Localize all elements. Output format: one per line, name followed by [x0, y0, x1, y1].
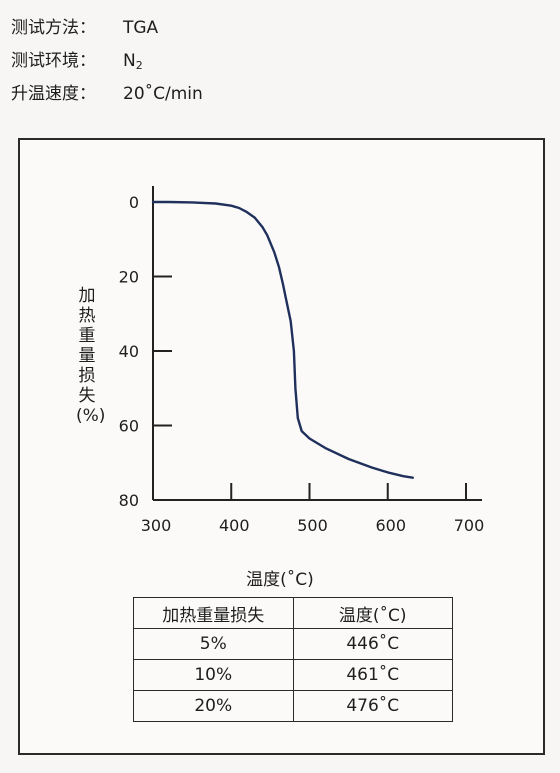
table-row: 5% 446˚C [133, 628, 453, 660]
test-method-row: 测试方法： TGA [11, 14, 203, 47]
y-axis-label-char: 失 [78, 386, 96, 406]
tga-curve [151, 200, 414, 479]
table-cell-weight-loss: 20% [133, 690, 294, 722]
y-tick-label: 40 [119, 342, 139, 361]
test-conditions: 测试方法： TGA 测试环境： N2 升温速度： 20˚C/min [11, 14, 203, 113]
table-cell-weight-loss: 5% [133, 628, 294, 660]
table-header-weight-loss: 加热重量损失 [133, 597, 294, 629]
x-tick-label: 600 [375, 516, 406, 535]
table-header-row: 加热重量损失 温度(˚C) [133, 597, 453, 629]
y-tick-label: 0 [129, 193, 139, 212]
test-atmosphere-row: 测试环境： N2 [11, 47, 203, 80]
heating-rate-row: 升温速度： 20˚C/min [11, 80, 203, 113]
y-axis-label-char: 量 [78, 346, 96, 366]
y-tick-label: 80 [119, 491, 139, 510]
table-header-temperature: 温度(˚C) [292, 597, 453, 629]
table-cell-temperature: 446˚C [292, 628, 453, 660]
weight-loss-table: 加热重量损失 温度(˚C) 5% 446˚C 10% 461˚C 20% 476… [133, 597, 453, 722]
table-cell-temperature: 476˚C [292, 690, 453, 722]
y-axis-label-char: 损 [78, 366, 96, 386]
x-tick-label: 300 [141, 516, 172, 535]
y-axis-label: 加热重量损失 (%) [76, 286, 106, 426]
y-axis-label-char: (%) [76, 406, 106, 426]
test-method-value: TGA [123, 18, 159, 38]
y-tick-label: 20 [119, 268, 139, 287]
table-cell-temperature: 461˚C [292, 659, 453, 691]
x-axis-label: 温度(˚C) [246, 570, 314, 590]
y-axis-label-char: 重 [78, 326, 96, 346]
y-axis-label-char: 热 [78, 306, 96, 326]
x-tick-label: 400 [219, 516, 250, 535]
heating-rate-value: 20˚C/min [123, 84, 203, 104]
table-cell-weight-loss: 10% [133, 659, 294, 691]
table-row: 20% 476˚C [133, 690, 453, 722]
y-tick-label: 60 [119, 417, 139, 436]
x-tick-label: 700 [454, 516, 485, 535]
heating-rate-label: 升温速度： [11, 84, 96, 104]
test-method-label: 测试方法： [11, 18, 96, 38]
test-atmosphere-value: N2 [123, 51, 143, 72]
x-tick-label: 500 [297, 516, 328, 535]
test-atmosphere-label: 测试环境： [11, 51, 96, 71]
table-row: 10% 461˚C [133, 659, 453, 691]
y-axis-label-char: 加 [78, 286, 96, 306]
